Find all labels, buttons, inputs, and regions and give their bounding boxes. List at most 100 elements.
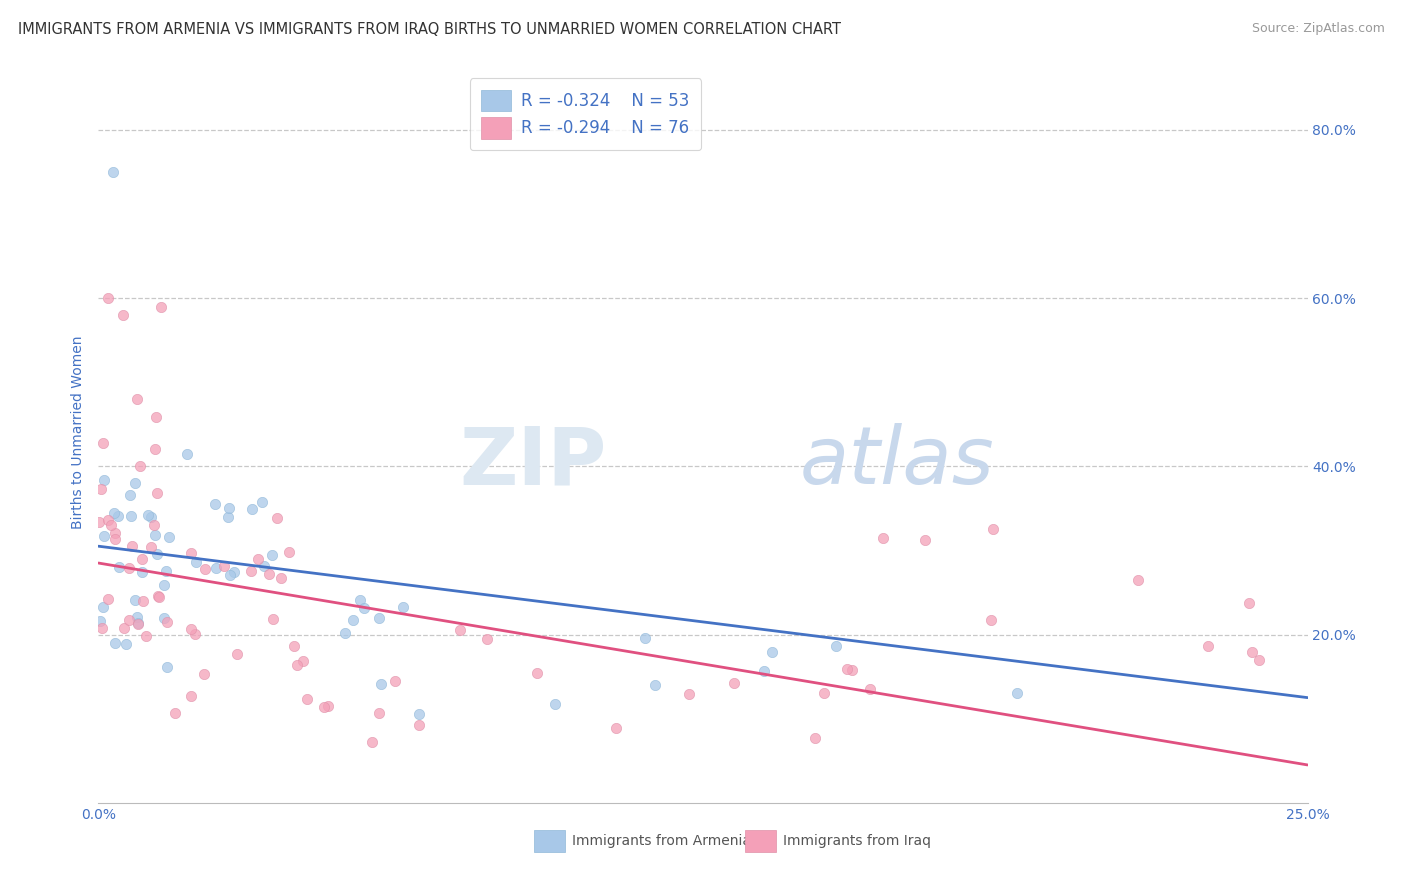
Point [131, 593, 153, 607]
Point [107, 509, 129, 524]
Point [262, 548, 284, 562]
Text: Immigrants from Armenia: Immigrants from Armenia [572, 834, 751, 847]
Point [93, 436, 115, 450]
Point [108, 559, 131, 574]
Point [605, 721, 627, 735]
Point [408, 717, 430, 731]
Point [104, 525, 127, 540]
Point [124, 592, 146, 607]
Point [979, 613, 1001, 627]
Point [349, 593, 371, 607]
Point [142, 518, 165, 533]
Point [370, 677, 392, 691]
Point [153, 611, 176, 625]
Point [804, 731, 827, 745]
Point [112, 621, 135, 635]
Point [240, 564, 263, 578]
Point [93, 474, 115, 488]
Point [841, 663, 863, 677]
Point [449, 623, 471, 637]
Point [146, 590, 169, 604]
Point [1249, 653, 1271, 667]
Point [297, 692, 319, 706]
Point [224, 565, 246, 579]
Point [91, 622, 114, 636]
Point [153, 578, 176, 592]
Point [837, 662, 859, 676]
Point [156, 615, 179, 629]
Point [136, 508, 159, 522]
Point [1239, 595, 1261, 609]
Point [131, 551, 153, 566]
Point [120, 488, 142, 502]
Point [813, 686, 835, 700]
Point [176, 447, 198, 461]
Point [316, 699, 339, 714]
Legend: R = -0.324    N = 53, R = -0.294    N = 76: R = -0.324 N = 53, R = -0.294 N = 76 [470, 78, 702, 150]
Point [180, 622, 202, 636]
Point [121, 539, 143, 553]
Point [761, 645, 783, 659]
Point [180, 546, 202, 560]
Point [391, 599, 413, 614]
Point [291, 653, 314, 667]
Point [246, 552, 269, 566]
Point [120, 509, 142, 524]
Point [526, 666, 548, 681]
Point [914, 533, 936, 548]
Point [205, 561, 228, 575]
Point [156, 660, 179, 674]
Text: atlas: atlas [800, 423, 994, 501]
Point [129, 458, 152, 473]
Point [127, 610, 149, 624]
Point [544, 697, 567, 711]
Point [127, 615, 149, 630]
Point [141, 540, 163, 554]
Point [219, 567, 242, 582]
Point [124, 475, 146, 490]
Point [165, 706, 187, 720]
Point [872, 531, 894, 545]
Point [184, 555, 207, 569]
Point [257, 566, 280, 581]
Point [111, 308, 134, 322]
Point [143, 442, 166, 456]
Point [146, 486, 169, 500]
Point [283, 639, 305, 653]
Point [226, 648, 249, 662]
Point [217, 509, 239, 524]
Point [193, 667, 215, 681]
Point [384, 674, 406, 689]
Point [148, 591, 170, 605]
Point [101, 165, 124, 179]
Point [97, 291, 120, 305]
Point [1126, 573, 1149, 587]
Point [752, 664, 775, 678]
Point [97, 591, 120, 606]
Point [104, 636, 127, 650]
Point [97, 513, 120, 527]
Point [91, 600, 114, 615]
Point [1197, 639, 1219, 653]
Point [115, 637, 138, 651]
Point [859, 681, 882, 696]
Point [335, 626, 357, 640]
Point [368, 706, 391, 721]
Point [353, 601, 375, 615]
Point [634, 632, 657, 646]
Point [184, 627, 207, 641]
Point [477, 632, 499, 646]
Point [145, 410, 167, 425]
Point [277, 545, 299, 559]
Text: Source: ZipAtlas.com: Source: ZipAtlas.com [1251, 22, 1385, 36]
Point [135, 629, 157, 643]
Point [250, 495, 273, 509]
Point [361, 735, 384, 749]
Point [204, 497, 226, 511]
Point [131, 565, 153, 579]
Point [87, 515, 110, 529]
Text: Immigrants from Iraq: Immigrants from Iraq [783, 834, 931, 847]
Point [678, 687, 700, 701]
Point [368, 610, 391, 624]
Point [103, 507, 125, 521]
